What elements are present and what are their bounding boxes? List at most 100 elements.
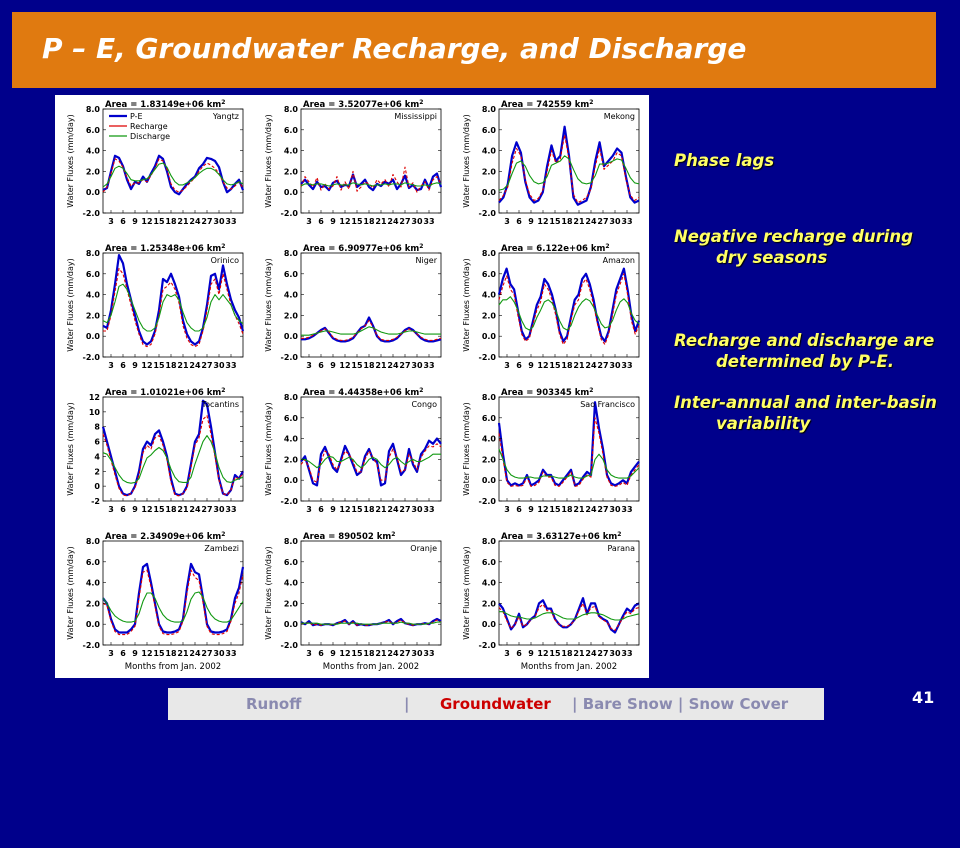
x-tick-label: 6 bbox=[318, 217, 324, 226]
title-bar: P – E, Groundwater Recharge, and Dischar… bbox=[12, 12, 936, 88]
chart-panel-mississippi: 8.0 6.0 4.0 2.0 0.0 -2.0 3 6 9 12 15 18 21 24 27 30 33 Ar… bbox=[264, 99, 443, 226]
chart-panel-niger: 8.0 6.0 4.0 2.0 0.0 -2.0 3 6 9 12 15 18 21 24 27 30 33 Ar… bbox=[264, 243, 442, 370]
series-line-recharge bbox=[103, 268, 244, 348]
plot-frame bbox=[300, 540, 442, 646]
y-tick-label: 4.0 bbox=[482, 435, 497, 444]
y-tick-label: 6.0 bbox=[284, 558, 299, 567]
footer-link-snow[interactable]: | Bare Snow | Snow Cover bbox=[572, 695, 789, 713]
y-tick-label: 8.0 bbox=[482, 105, 497, 114]
y-tick-label: -2.0 bbox=[83, 353, 101, 362]
y-axis-label: Water Fluxes (mm/day) bbox=[462, 402, 471, 495]
x-axis-label: Months from Jan. 2002 bbox=[125, 662, 221, 672]
y-tick-label: 6.0 bbox=[86, 270, 101, 279]
x-tick-label: 3 bbox=[504, 505, 510, 514]
plot-frame bbox=[102, 252, 244, 358]
y-tick-label: 8.0 bbox=[86, 537, 101, 546]
x-tick-label: 33 bbox=[225, 361, 236, 370]
x-tick-label: 15 bbox=[351, 217, 363, 226]
y-tick-label: 8.0 bbox=[284, 393, 299, 402]
x-tick-label: 3 bbox=[306, 217, 312, 226]
x-tick-label: 21 bbox=[375, 505, 387, 514]
x-tick-label: 6 bbox=[120, 649, 126, 658]
x-tick-label: 3 bbox=[504, 361, 510, 370]
series-line-p-e bbox=[300, 172, 443, 192]
x-tick-label: 3 bbox=[108, 505, 114, 514]
x-tick-label: 24 bbox=[585, 649, 597, 658]
plot-frame bbox=[498, 396, 640, 502]
x-tick-label: 30 bbox=[609, 217, 621, 226]
y-tick-label: 4.0 bbox=[284, 291, 299, 300]
x-tick-label: 18 bbox=[363, 217, 375, 226]
x-tick-label: 30 bbox=[213, 505, 225, 514]
x-tick-label: 33 bbox=[225, 505, 236, 514]
x-tick-label: 6 bbox=[318, 649, 324, 658]
x-tick-label: 15 bbox=[351, 505, 363, 514]
y-tick-label: 6.0 bbox=[284, 414, 299, 423]
x-tick-label: 15 bbox=[549, 361, 561, 370]
x-tick-label: 24 bbox=[585, 217, 597, 226]
y-tick-label: 0.0 bbox=[482, 188, 497, 197]
y-tick-label: 2.0 bbox=[284, 167, 299, 176]
x-tick-label: 6 bbox=[318, 505, 324, 514]
plot-frame bbox=[498, 540, 640, 646]
basin-name: Parana bbox=[607, 544, 635, 553]
series-line-p-e bbox=[498, 597, 640, 634]
chart-panel-grid: 8.0 6.0 4.0 2.0 0.0 -2.0 3 6 9 12 15 18 21 24 27 30 33 Ar… bbox=[55, 95, 649, 678]
x-tick-label: 21 bbox=[375, 649, 387, 658]
footer-link-runoff[interactable]: Runoff bbox=[246, 695, 302, 713]
y-tick-label: 0.0 bbox=[482, 332, 497, 341]
x-tick-label: 18 bbox=[561, 649, 573, 658]
plot-frame bbox=[498, 252, 640, 358]
y-tick-label: 2.0 bbox=[284, 599, 299, 608]
chart-panel-oranje: 8.0 6.0 4.0 2.0 0.0 -2.0 3 6 9 12 15 18 21 24 27 30 33 Ar… bbox=[264, 531, 442, 672]
x-tick-label: 18 bbox=[561, 505, 573, 514]
x-tick-label: 6 bbox=[120, 217, 126, 226]
y-tick-label: 0.0 bbox=[284, 476, 299, 485]
area-label: Area = 903345 km2 bbox=[501, 387, 593, 398]
x-tick-label: 15 bbox=[153, 649, 165, 658]
series-line-discharge bbox=[301, 621, 441, 625]
basin-name: Niger bbox=[416, 256, 438, 265]
basin-name: Yangtz bbox=[212, 112, 239, 121]
series-line-discharge bbox=[301, 453, 441, 469]
y-tick-label: 6.0 bbox=[284, 270, 299, 279]
series-line-discharge bbox=[499, 611, 640, 621]
chart-panel-congo: 8.0 6.0 4.0 2.0 0.0 -2.0 3 6 9 12 15 18 21 24 27 30 33 Ar… bbox=[264, 387, 442, 514]
x-tick-label: 33 bbox=[621, 361, 632, 370]
y-tick-label: 6.0 bbox=[482, 270, 497, 279]
x-tick-label: 9 bbox=[330, 361, 336, 370]
chart-panel-sao-francisco: 8.0 6.0 4.0 2.0 0.0 -2.0 3 6 9 12 15 18 21 24 27 30 33 Ar… bbox=[462, 387, 640, 514]
x-tick-label: 30 bbox=[411, 505, 423, 514]
bullet-line: Recharge and discharge are bbox=[674, 331, 935, 350]
y-tick-label: 6 bbox=[94, 438, 100, 447]
y-tick-label: 8.0 bbox=[86, 105, 101, 114]
chart-panel-parana: 8.0 6.0 4.0 2.0 0.0 -2.0 3 6 9 12 15 18 21 24 27 30 33 Ar… bbox=[462, 531, 640, 672]
x-tick-label: 30 bbox=[411, 217, 423, 226]
footer-link-groundwater[interactable]: Groundwater bbox=[440, 695, 551, 713]
legend-label: P-E bbox=[130, 112, 143, 121]
x-tick-label: 21 bbox=[375, 217, 387, 226]
basin-name: Mekong bbox=[604, 112, 635, 121]
area-label: Area = 1.83149e+06 km2 bbox=[105, 99, 225, 110]
x-tick-label: 21 bbox=[573, 217, 585, 226]
x-tick-label: 12 bbox=[339, 505, 350, 514]
x-tick-label: 3 bbox=[504, 217, 510, 226]
y-tick-label: 10 bbox=[89, 408, 101, 417]
x-tick-label: 3 bbox=[108, 217, 114, 226]
area-label: Area = 3.52077e+06 km2 bbox=[303, 99, 423, 110]
y-tick-label: 6.0 bbox=[482, 414, 497, 423]
x-tick-label: 15 bbox=[153, 505, 165, 514]
y-tick-label: 12 bbox=[89, 393, 100, 402]
chart-panel-yangtz: 8.0 6.0 4.0 2.0 0.0 -2.0 3 6 9 12 15 18 21 24 27 30 33 Ar… bbox=[66, 99, 245, 226]
y-tick-label: -2.0 bbox=[479, 497, 497, 506]
x-tick-label: 30 bbox=[213, 217, 225, 226]
plot-frame bbox=[102, 540, 244, 646]
x-tick-label: 27 bbox=[399, 505, 410, 514]
x-tick-label: 24 bbox=[189, 505, 201, 514]
y-tick-label: 2.0 bbox=[482, 455, 497, 464]
series-line-recharge bbox=[498, 602, 640, 631]
series-line-discharge bbox=[300, 182, 442, 187]
x-tick-label: 27 bbox=[399, 649, 410, 658]
y-tick-label: 2 bbox=[94, 467, 100, 476]
